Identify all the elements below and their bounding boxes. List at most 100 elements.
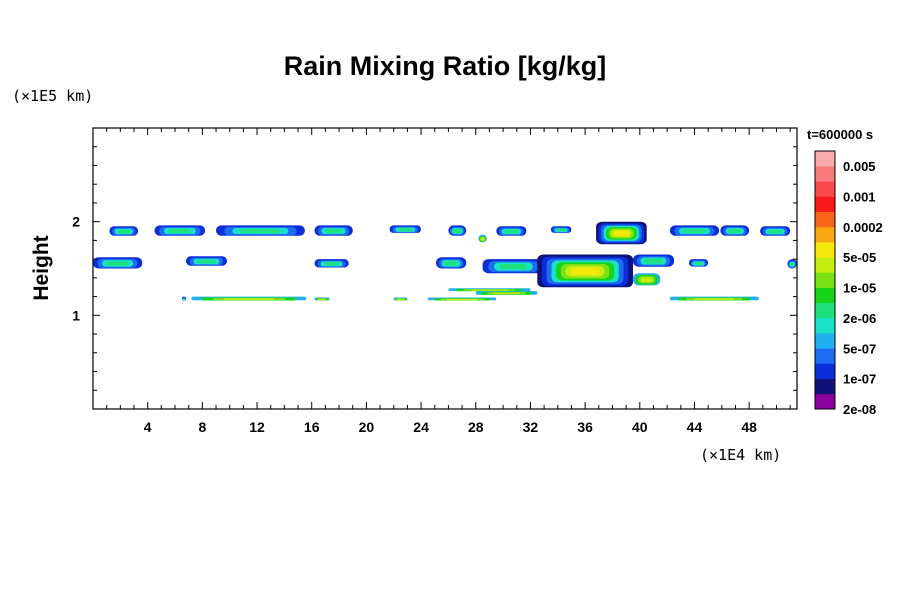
colorbar-segment: [815, 211, 835, 228]
colorbar-segment: [815, 393, 835, 410]
rain-feature: [689, 259, 709, 267]
chart-title: Rain Mixing Ratio [kg/kg]: [284, 51, 607, 81]
rain-feature: [482, 259, 545, 274]
contour-fill: [106, 261, 129, 266]
contour-fill: [694, 262, 703, 265]
colorbar-segment: [815, 226, 835, 243]
rain-feature: [475, 291, 538, 295]
rain-feature: [186, 256, 227, 266]
rain-feature: [216, 225, 305, 236]
contour-fill: [613, 230, 630, 236]
contour-fill: [453, 229, 462, 233]
contour-fill: [117, 229, 131, 234]
y-axis-title: Height: [30, 235, 53, 300]
colorbar-label: 5e-05: [843, 250, 876, 265]
contour-fill: [168, 229, 191, 233]
rain-feature: [448, 225, 467, 236]
colorbar-segment: [815, 151, 835, 167]
colorbar-segment: [815, 378, 835, 395]
x-tick-label: 36: [577, 419, 593, 435]
x-tick-label: 12: [249, 419, 265, 435]
contour-fill: [398, 228, 413, 232]
rain-feature: [669, 225, 720, 236]
rain-feature: [669, 296, 759, 301]
contour-fill: [471, 289, 508, 291]
colorbar-label: 2e-08: [843, 402, 876, 417]
rain-feature: [478, 234, 487, 243]
y-tick-label: 1: [72, 307, 80, 323]
x-tick-label: 40: [632, 419, 648, 435]
rain-feature: [550, 226, 572, 233]
contour-fill: [444, 261, 458, 266]
rain-feature: [537, 254, 633, 288]
colorbar-segment: [815, 196, 835, 213]
colorbar-label: 5e-07: [843, 341, 876, 356]
rain-feature: [314, 297, 330, 301]
rain-feature: [191, 296, 307, 301]
x-tick-label: 16: [304, 419, 320, 435]
colorbar-label: 0.005: [843, 159, 876, 174]
colorbar-segment: [815, 348, 835, 364]
y-tick-label: 2: [72, 214, 80, 230]
colorbar-label: 0.0002: [843, 220, 883, 235]
rain-feature: [154, 225, 206, 236]
contour-fill: [504, 229, 518, 234]
rain-feature: [436, 257, 467, 269]
rain-feature: [109, 226, 139, 236]
colorbar-segment: [815, 333, 835, 349]
contour-fill: [183, 298, 185, 300]
contour-fill: [323, 262, 340, 266]
rain-feature: [448, 288, 531, 292]
rain-feature: [760, 226, 791, 236]
rain-feature: [93, 257, 143, 269]
rain-feature: [720, 225, 750, 236]
x-tick-label: 28: [468, 419, 484, 435]
contour-fill: [325, 229, 343, 233]
colorbar-label: 0.001: [843, 190, 876, 205]
contour-fill: [318, 298, 326, 301]
contour-fill: [492, 292, 521, 294]
plot-frame: [92, 127, 798, 410]
x-tick-label: 44: [687, 419, 703, 435]
x-unit-label: (×1E4 km): [700, 446, 781, 464]
contour-fill: [197, 259, 216, 264]
rain-feature: [314, 225, 353, 236]
colorbar-frame: [814, 150, 836, 410]
rain-feature: [389, 225, 421, 233]
y-unit-label: (×1E5 km): [12, 87, 93, 105]
colorbar-segment: [815, 317, 835, 334]
x-tick-label: 8: [198, 419, 206, 435]
colorbar-segment: [815, 257, 835, 273]
x-tick-label: 48: [741, 419, 757, 435]
contour-fill: [556, 228, 566, 232]
colorbar-segment: [815, 166, 835, 182]
contour-fill: [728, 229, 742, 233]
contour-fill: [499, 264, 527, 270]
rain-feature: [787, 259, 797, 269]
contour-fill: [640, 277, 653, 283]
x-tick-label: 24: [413, 419, 429, 435]
colorbar-segment: [815, 181, 835, 197]
rain-feature: [427, 297, 497, 301]
colorbar-segment: [815, 287, 835, 304]
contour-fill: [397, 298, 404, 301]
x-tick-label: 32: [523, 419, 539, 435]
x-tick-label: 20: [359, 419, 375, 435]
colorbar-segment: [815, 363, 835, 379]
rain-feature: [633, 273, 661, 286]
rain-feature: [496, 226, 527, 236]
rain-feature: [596, 221, 647, 245]
x-tick-label: 4: [144, 419, 152, 435]
contour-fill: [570, 267, 600, 275]
colorbar-label: 2e-06: [843, 311, 876, 326]
rain-feature: [393, 297, 408, 301]
colorbar-segment: [815, 272, 835, 288]
contour-fill: [446, 298, 478, 301]
colorbar-segment: [815, 242, 835, 258]
time-label: t=600000 s: [807, 127, 873, 142]
contour-fill: [683, 229, 706, 233]
colorbar-segment: [815, 302, 835, 319]
contour-fill: [480, 237, 485, 241]
